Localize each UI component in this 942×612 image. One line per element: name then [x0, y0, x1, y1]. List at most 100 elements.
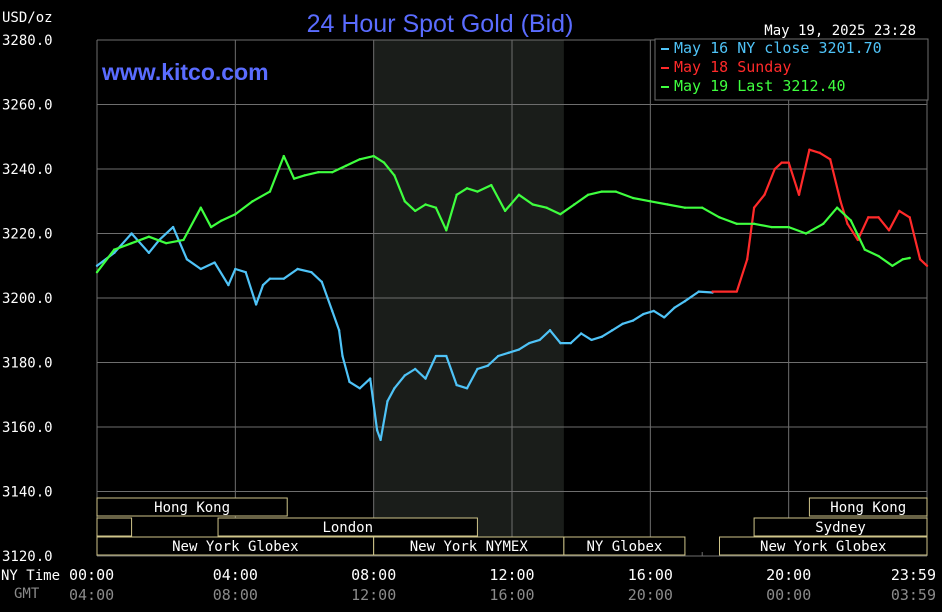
data-point — [113, 248, 116, 251]
data-point — [337, 329, 341, 332]
data-point — [877, 216, 880, 219]
data-point — [600, 335, 604, 338]
data-point — [517, 193, 521, 196]
data-point — [254, 303, 258, 306]
data-point — [490, 183, 493, 187]
data-point — [379, 438, 382, 442]
data-point — [649, 200, 652, 203]
x-tick-label-gmt: 20:00 — [628, 586, 673, 604]
session-box — [96, 517, 133, 537]
session-box — [753, 517, 928, 537]
data-point — [185, 258, 189, 261]
data-point — [413, 209, 417, 213]
data-point — [209, 225, 213, 229]
data-point — [244, 271, 247, 274]
timestamp: May 19, 2025 23:28 — [764, 23, 916, 39]
data-point — [375, 429, 379, 432]
chart-title: 24 Hour Spot Gold (Bid) — [307, 10, 574, 38]
x-tick-label-gmt: 00:00 — [766, 586, 811, 604]
data-point — [918, 258, 922, 261]
data-point — [763, 193, 766, 196]
x-axis-ticks: 00:00 04:00 04:00 08:00 08:00 12:00 12:00 16:00… — [69, 566, 936, 604]
data-point — [559, 341, 562, 345]
session-label: Hong Kong — [830, 500, 906, 516]
x-tick-label-gmt: 12:00 — [351, 586, 396, 604]
data-point — [147, 235, 151, 238]
data-point — [887, 229, 891, 232]
data-point — [445, 354, 448, 358]
data-point — [818, 151, 821, 155]
data-point — [683, 300, 687, 303]
data-point — [863, 248, 866, 251]
data-point — [393, 174, 396, 177]
session-box — [808, 497, 928, 517]
session-label: Hong Kong — [154, 500, 230, 516]
data-point — [445, 229, 448, 232]
data-point — [718, 216, 721, 219]
x-tick-label-ny: 16:00 — [628, 566, 673, 584]
data-point — [787, 161, 790, 164]
data-point — [856, 238, 860, 242]
data-point — [268, 277, 272, 280]
data-point — [867, 216, 870, 219]
data-point — [559, 212, 562, 216]
legend-item-label: May 16 NY close 3201.70 — [674, 39, 882, 57]
data-point — [424, 203, 427, 206]
session-box — [96, 497, 288, 517]
y-tick-label: 3160.0 — [2, 420, 53, 436]
data-point — [234, 267, 237, 271]
session-label: New York Globex — [172, 539, 298, 555]
x-tick-label-gmt: 04:00 — [69, 586, 114, 604]
data-point — [787, 225, 790, 229]
data-point — [268, 190, 272, 193]
data-point — [822, 222, 825, 226]
session-box — [719, 536, 928, 556]
session-box — [217, 517, 478, 537]
x-tick-label-ny: 12:00 — [489, 566, 534, 584]
data-point — [476, 190, 479, 193]
y-tick-label: 3260.0 — [2, 98, 53, 114]
data-point — [348, 380, 351, 384]
data-point — [908, 216, 911, 219]
data-point — [849, 219, 853, 222]
data-point — [835, 206, 839, 209]
data-point — [199, 267, 202, 271]
data-point — [579, 332, 583, 335]
data-point — [341, 354, 344, 358]
data-point — [496, 354, 500, 358]
data-point — [227, 283, 230, 287]
data-point — [745, 258, 749, 261]
data-point — [434, 354, 438, 358]
data-point — [317, 171, 320, 174]
data-point — [507, 351, 510, 355]
data-point — [711, 290, 714, 293]
x-tick-label-gmt: 03:59 — [891, 586, 936, 604]
data-point — [797, 193, 801, 196]
data-point — [130, 241, 133, 245]
data-point — [386, 400, 389, 403]
y-axis-ticks: 3280.0 3260.0 3240.0 3220.0 3200.0 3180.0 3160… — [2, 33, 53, 565]
data-point — [164, 241, 168, 245]
data-point — [908, 256, 911, 260]
data-point — [455, 193, 458, 196]
data-point — [171, 225, 175, 229]
legend-box — [654, 38, 929, 101]
data-point — [261, 283, 265, 287]
data-point — [310, 271, 313, 274]
data-point — [358, 387, 362, 390]
data-point — [701, 206, 704, 209]
data-point — [113, 251, 116, 255]
data-point — [465, 187, 469, 190]
trading-sessions: Hong Kong London New York Globex New York N… — [96, 497, 928, 556]
data-point — [752, 206, 756, 209]
x-tick-label-ny: 20:00 — [766, 566, 811, 584]
y-tick-label: 3240.0 — [2, 162, 53, 178]
data-point — [213, 261, 216, 264]
price-series — [95, 148, 929, 442]
data-point — [434, 206, 438, 209]
data-point — [465, 387, 469, 390]
x-tick-label-gmt: 08:00 — [213, 586, 258, 604]
data-point — [590, 338, 593, 342]
session-label: New York NYMEX — [410, 539, 529, 555]
